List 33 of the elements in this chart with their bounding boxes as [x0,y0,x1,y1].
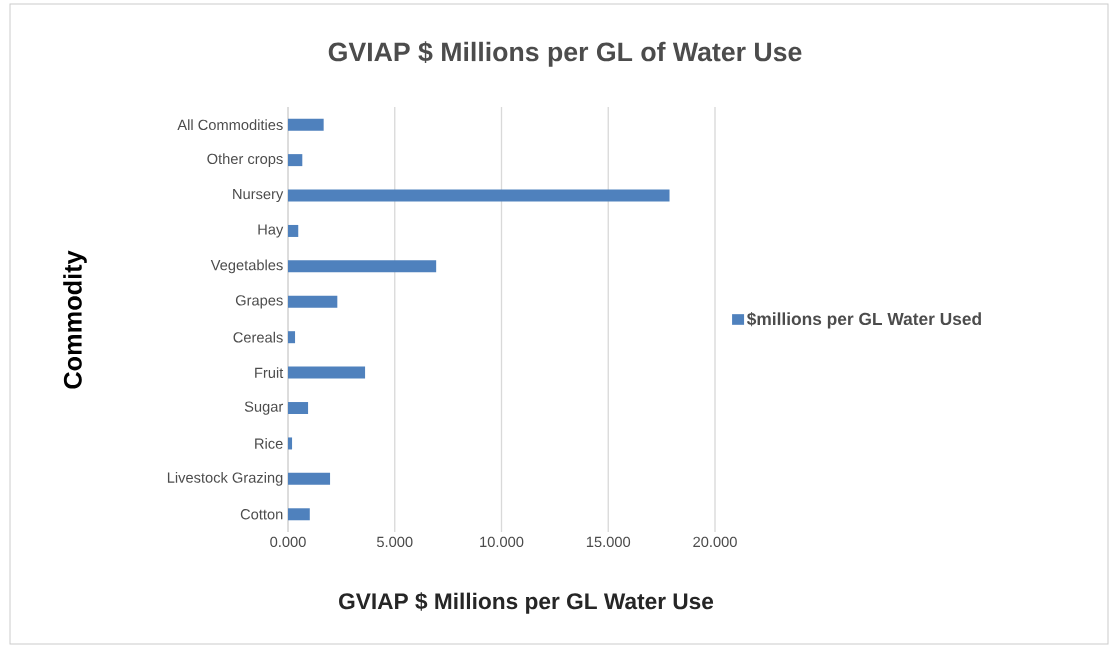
x-tick-label: 5.000 [376,536,413,548]
x-tick-label: 15.000 [586,536,631,548]
bar [288,472,331,485]
legend-label: $millions per GL Water Used [746,312,981,329]
y-tick-label: Cereals [233,331,283,343]
y-tick-label: All Commodities [177,119,283,131]
y-tick-label: Cotton [240,509,283,520]
bar [288,295,338,308]
x-tick-label: 20.000 [693,536,737,548]
y-tick-label: Other crops [207,153,283,167]
bar [288,508,310,521]
y-tick-label: Rice [255,438,283,449]
chart-title: GVIAP $ Millions per GL of Water Use [328,41,802,67]
x-tick-label: 10.000 [480,536,524,548]
y-tick-label: Hay [258,224,284,238]
bar [288,331,296,344]
y-tick-label: Grapes [235,295,283,309]
y-tick-label: Nursery [233,188,284,203]
y-tick-label: Livestock Grazing [167,472,283,486]
bar [288,260,437,273]
x-tick-label: 0.000 [270,536,306,548]
bar [288,366,366,379]
bar [288,437,293,450]
bar [288,402,309,415]
y-axis-title: Commodity [63,250,87,389]
y-tick-label: Sugar [244,401,284,415]
bar [288,224,299,237]
y-tick-label: Vegetables [210,259,283,274]
y-tick-label: Fruit [255,367,284,378]
bar [288,118,324,131]
x-axis-title: GVIAP $ Millions per GL Water Use [339,592,714,614]
bar [288,154,303,167]
bar [288,189,670,202]
